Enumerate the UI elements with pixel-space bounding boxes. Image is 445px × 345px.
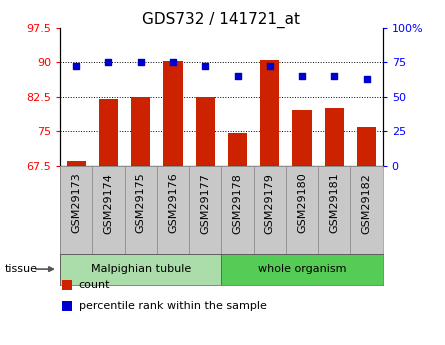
Bar: [67, 161, 86, 166]
Text: Malpighian tubule: Malpighian tubule: [91, 264, 191, 274]
Bar: [222, 166, 254, 254]
Text: GSM29177: GSM29177: [200, 172, 210, 234]
Text: GSM29180: GSM29180: [297, 172, 307, 233]
Text: GSM29174: GSM29174: [104, 172, 113, 234]
Text: percentile rank within the sample: percentile rank within the sample: [79, 300, 267, 310]
Point: [202, 63, 209, 69]
Text: GSM29181: GSM29181: [329, 172, 339, 233]
Bar: [196, 97, 215, 166]
Text: GSM29176: GSM29176: [168, 172, 178, 233]
Point: [105, 59, 112, 65]
Title: GDS732 / 141721_at: GDS732 / 141721_at: [142, 11, 300, 28]
Bar: [318, 166, 351, 254]
Text: GSM29179: GSM29179: [265, 172, 275, 234]
Point: [137, 59, 144, 65]
Bar: [286, 166, 318, 254]
Point: [299, 73, 306, 79]
Bar: [125, 166, 157, 254]
Text: GSM29182: GSM29182: [362, 172, 372, 234]
Bar: [99, 99, 118, 166]
Text: count: count: [79, 280, 110, 290]
Bar: [60, 254, 222, 285]
Bar: [131, 97, 150, 166]
Bar: [357, 127, 376, 166]
Text: tissue: tissue: [4, 264, 37, 274]
Bar: [222, 254, 383, 285]
Bar: [157, 166, 189, 254]
Bar: [351, 166, 383, 254]
Bar: [93, 166, 125, 254]
Bar: [325, 108, 344, 166]
Point: [363, 76, 370, 81]
Bar: [189, 166, 222, 254]
Point: [234, 73, 241, 79]
Bar: [163, 61, 183, 166]
Point: [331, 73, 338, 79]
Bar: [254, 166, 286, 254]
Bar: [260, 60, 279, 166]
Point: [170, 59, 177, 65]
Bar: [228, 134, 247, 166]
Point: [266, 63, 273, 69]
Text: whole organism: whole organism: [258, 264, 346, 274]
Point: [73, 63, 80, 69]
Text: GSM29178: GSM29178: [233, 172, 243, 234]
Bar: [292, 110, 312, 166]
Bar: [60, 166, 93, 254]
Text: GSM29173: GSM29173: [71, 172, 81, 233]
Text: GSM29175: GSM29175: [136, 172, 146, 233]
